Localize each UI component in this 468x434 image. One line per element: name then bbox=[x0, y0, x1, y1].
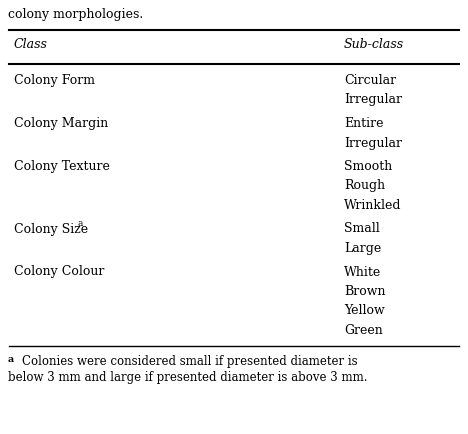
Text: Colony Margin: Colony Margin bbox=[14, 117, 108, 130]
Text: Yellow: Yellow bbox=[344, 305, 385, 318]
Text: Class: Class bbox=[14, 38, 48, 51]
Text: Entire: Entire bbox=[344, 117, 383, 130]
Text: colony morphologies.: colony morphologies. bbox=[8, 8, 143, 21]
Text: a: a bbox=[78, 218, 83, 227]
Text: Irregular: Irregular bbox=[344, 137, 402, 149]
Text: Colony Form: Colony Form bbox=[14, 74, 95, 87]
Text: a: a bbox=[8, 355, 14, 365]
Text: Green: Green bbox=[344, 324, 383, 337]
Text: Brown: Brown bbox=[344, 285, 386, 298]
Text: White: White bbox=[344, 266, 381, 279]
Text: Smooth: Smooth bbox=[344, 160, 392, 173]
Text: Colony Size: Colony Size bbox=[14, 223, 88, 236]
Text: Large: Large bbox=[344, 242, 381, 255]
Text: Colony Texture: Colony Texture bbox=[14, 160, 110, 173]
Text: Colony Colour: Colony Colour bbox=[14, 266, 104, 279]
Text: below 3 mm and large if presented diameter is above 3 mm.: below 3 mm and large if presented diamet… bbox=[8, 372, 367, 385]
Text: Small: Small bbox=[344, 223, 380, 236]
Text: Irregular: Irregular bbox=[344, 93, 402, 106]
Text: Circular: Circular bbox=[344, 74, 396, 87]
Text: Wrinkled: Wrinkled bbox=[344, 199, 402, 212]
Text: Colonies were considered small if presented diameter is: Colonies were considered small if presen… bbox=[22, 355, 358, 368]
Text: Rough: Rough bbox=[344, 180, 385, 193]
Text: Sub-class: Sub-class bbox=[344, 38, 404, 51]
